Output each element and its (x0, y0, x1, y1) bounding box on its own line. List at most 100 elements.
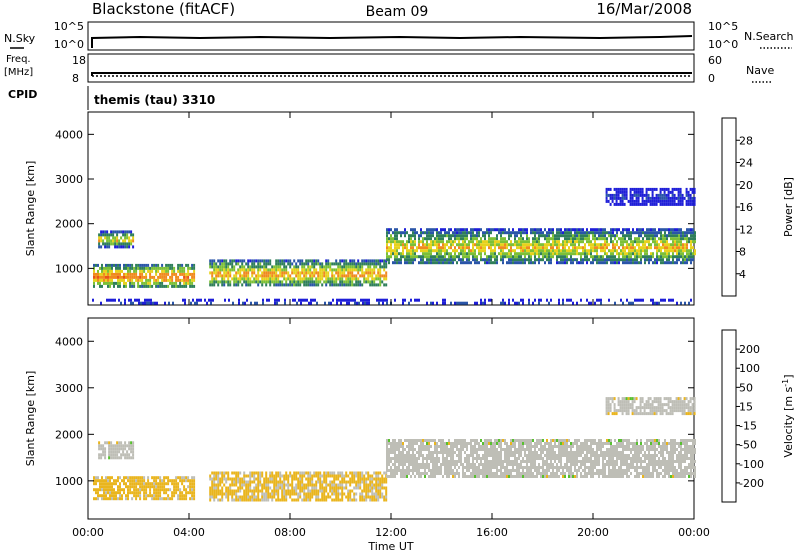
velocity-echo-cell (247, 489, 250, 493)
velocity-echo-cell (526, 460, 528, 463)
power-echo-cell (159, 266, 162, 270)
velocity-echo-cell (530, 442, 532, 445)
velocity-echo-cell (458, 457, 460, 460)
velocity-echo-cell (412, 469, 414, 472)
power-echo-cell (673, 187, 676, 191)
power-echo-cell (366, 298, 368, 302)
power-echo-cell (628, 243, 630, 247)
power-echo-cell (175, 272, 178, 276)
power-echo-cell (223, 259, 226, 263)
velocity-echo-cell (251, 495, 254, 499)
velocity-echo-cell (416, 451, 418, 454)
velocity-echo-cell (398, 445, 400, 448)
power-echo-cell (540, 234, 542, 238)
power-echo-cell (365, 277, 368, 281)
power-echo-cell (520, 243, 522, 247)
power-echo-cell (420, 249, 422, 253)
power-echo-cell (612, 252, 614, 256)
power-echo-cell (588, 240, 590, 244)
power-echo-cell (175, 275, 178, 279)
velocity-echo-cell (159, 479, 162, 483)
velocity-echo-cell (137, 488, 140, 492)
velocity-echo-cell (418, 472, 420, 475)
velocity-echo-cell (117, 491, 119, 495)
power-echo-cell (117, 263, 119, 267)
power-echo-cell (450, 252, 452, 256)
power-echo-cell (498, 231, 500, 235)
power-echo-cell (323, 280, 326, 284)
power-echo-cell (312, 298, 314, 302)
power-echo-cell (649, 196, 652, 200)
power-echo-cell (185, 263, 188, 267)
power-echo-cell (617, 202, 620, 206)
power-echo-cell (588, 237, 590, 241)
velocity-echo-cell (209, 489, 212, 493)
power-echo-cell (514, 243, 516, 247)
velocity-echo-cell (367, 486, 370, 490)
power-echo-cell (113, 281, 115, 285)
velocity-echo-cell (488, 451, 490, 454)
power-echo-cell (660, 228, 662, 232)
velocity-echo-cell (105, 485, 107, 489)
power-echo-cell (670, 231, 672, 235)
power-echo-cell (348, 298, 350, 302)
power-echo-cell (476, 240, 478, 244)
power-echo-cell (657, 193, 660, 197)
velocity-echo-cell (490, 454, 492, 457)
power-echo-cell (229, 268, 232, 272)
velocity-echo-cell (333, 483, 336, 487)
velocity-echo-cell (339, 492, 342, 496)
power-echo-cell (106, 233, 109, 237)
power-echo-cell (120, 245, 123, 249)
velocity-echo-cell (498, 454, 500, 457)
velocity-echo-cell (373, 471, 376, 475)
power-echo-cell (303, 268, 306, 272)
velocity-echo-cell (249, 495, 252, 499)
power-echo-cell (187, 272, 190, 276)
velocity-echo-cell (108, 453, 111, 457)
power-echo-cell (536, 240, 538, 244)
power-echo-cell (191, 278, 194, 282)
power-echo-cell (620, 258, 622, 262)
power-echo-cell (630, 301, 632, 305)
power-echo-cell (163, 278, 166, 282)
velocity-echo-cell (219, 492, 222, 496)
power-echo-cell (400, 255, 402, 259)
power-echo-cell (185, 272, 188, 276)
power-echo-cell (616, 258, 618, 262)
velocity-echo-cell (520, 448, 522, 451)
velocity-echo-cell (127, 479, 129, 483)
velocity-echo-cell (351, 498, 354, 502)
power-echo-cell (430, 228, 432, 232)
power-echo-cell (438, 240, 440, 244)
power-echo-cell (114, 242, 117, 246)
power-echo-cell (644, 240, 646, 244)
velocity-echo-cell (504, 475, 506, 478)
power-echo-cell (106, 230, 109, 234)
power-echo-cell (510, 231, 512, 235)
power-echo-cell (173, 272, 176, 276)
velocity-echo-cell (385, 495, 388, 499)
velocity-echo-cell (526, 445, 528, 448)
power-echo-cell (678, 258, 680, 262)
velocity-echo-cell (400, 457, 402, 460)
power-echo-cell (687, 193, 690, 197)
power-echo-cell (631, 187, 634, 191)
power-echo-cell (630, 249, 632, 253)
power-echo-cell (566, 258, 568, 262)
velocity-echo-cell (540, 451, 542, 454)
velocity-echo-cell (273, 489, 276, 493)
velocity-echo-cell (542, 469, 544, 472)
power-echo-cell (171, 263, 174, 267)
velocity-echo-cell (293, 489, 296, 493)
power-echo-cell (335, 283, 338, 287)
velocity-echo-cell (500, 448, 502, 451)
power-echo-cell (678, 246, 680, 250)
power-echo-cell (97, 275, 99, 279)
power-echo-cell (510, 258, 512, 262)
power-echo-cell (664, 237, 666, 241)
velocity-echo-cell (520, 472, 522, 475)
velocity-echo-cell (341, 486, 344, 490)
power-echo-cell (681, 199, 684, 203)
velocity-echo-cell (337, 471, 340, 475)
